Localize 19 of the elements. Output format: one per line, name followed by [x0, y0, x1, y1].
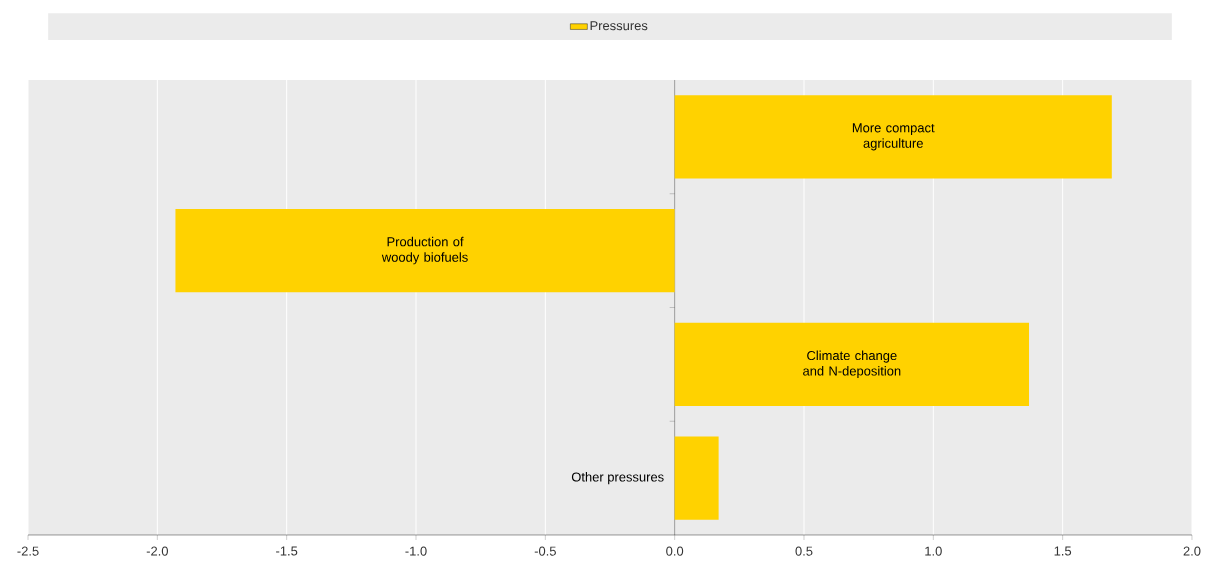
x-tick-label: 1.0: [925, 546, 942, 556]
x-tick-label: -1.0: [405, 546, 427, 556]
y-tick-label: Production of woody biofuels: [381, 236, 468, 265]
y-tick-label: More compact agriculture: [852, 123, 935, 151]
x-tick-label: -2.5: [17, 546, 39, 556]
y-tick-label: Climate change and N-deposition: [803, 350, 901, 379]
bar: [674, 95, 1112, 179]
legend-label: Pressures: [590, 21, 648, 31]
x-tick-label: 2.0: [1183, 546, 1201, 556]
x-tick-label: 1.5: [1054, 546, 1072, 556]
bar: [175, 209, 675, 293]
x-tick-label: -1.5: [276, 546, 298, 556]
y-tick-label: Other pressures: [571, 472, 664, 485]
x-tick-label: 0.5: [795, 546, 813, 556]
x-tick-label: 0.0: [666, 546, 684, 556]
x-tick-label: -2.0: [146, 546, 168, 556]
bar: [674, 436, 719, 520]
bar: [674, 322, 1030, 406]
x-tick-label: -0.5: [534, 546, 556, 556]
